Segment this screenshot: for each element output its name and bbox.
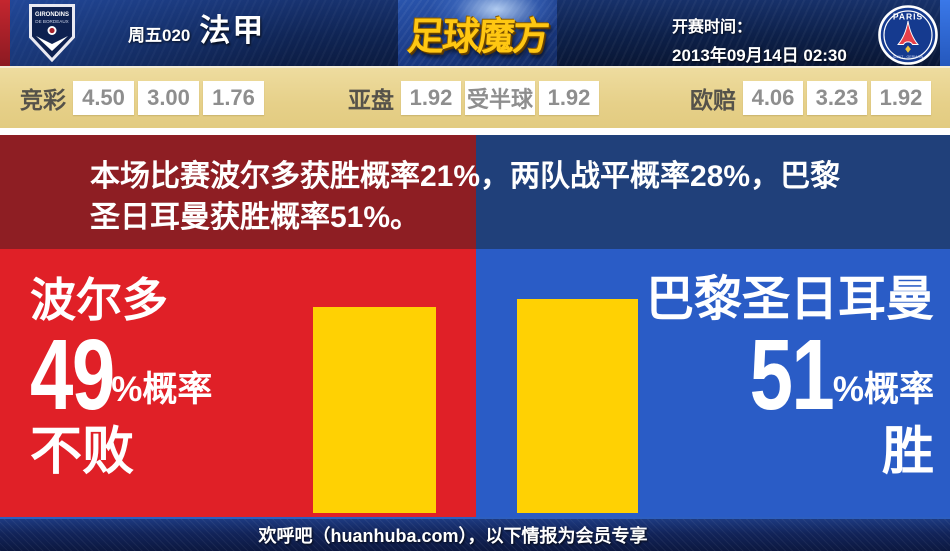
bordeaux-badge-subtext: DE BORDEAUX	[35, 19, 68, 24]
summary-band-blue-half	[476, 135, 950, 249]
away-probability-bar	[517, 299, 638, 513]
odds-label-european: 欧赔	[690, 87, 736, 113]
home-probability: 49 %概率	[30, 319, 213, 431]
header-right-blue-accent	[940, 0, 950, 66]
odds-value-box: 1.92	[401, 81, 461, 115]
away-probability: 51 %概率	[646, 319, 934, 431]
match-code: 周五020	[128, 26, 191, 45]
home-probability-suffix: %概率	[111, 370, 213, 409]
odds-value-box: 1.92	[871, 81, 931, 115]
psg-badge-icon: PARIS SAINT - GERMAIN	[877, 4, 939, 66]
psg-badge-subtext: SAINT - GERMAIN	[893, 55, 924, 59]
home-prediction-panel: 波尔多 49 %概率 不败	[0, 249, 476, 517]
bordeaux-badge-text: GIRONDINS	[35, 12, 69, 18]
odds-bar: 竞彩 4.50 3.00 1.76 亚盘 1.92 受半球 1.92 欧赔 4.…	[0, 68, 950, 128]
odds-handicap-box: 受半球	[465, 81, 535, 115]
home-outcome: 不败	[30, 423, 135, 481]
odds-group-european: 欧赔 4.06 3.23 1.92	[690, 81, 935, 115]
away-probability-suffix: %概率	[832, 370, 934, 409]
odds-value-box: 1.92	[539, 81, 599, 115]
bordeaux-badge-icon: GIRONDINS DE BORDEAUX	[28, 4, 76, 63]
away-prediction-panel: 巴黎圣日耳曼 51 %概率 胜	[476, 249, 950, 517]
home-probability-number: 49	[30, 319, 115, 431]
kickoff-label: 开赛时间：	[672, 19, 753, 36]
odds-label-asian-handicap: 亚盘	[348, 87, 394, 113]
summary-band-red-half	[0, 135, 476, 249]
home-prediction-text: 波尔多 49 %概率 不败	[30, 271, 212, 481]
header-left-red-accent	[0, 0, 10, 66]
divider	[0, 128, 950, 135]
away-probability-number: 51	[749, 319, 834, 431]
odds-value-box: 4.50	[73, 81, 134, 115]
odds-value-box: 3.23	[807, 81, 867, 115]
away-outcome: 胜	[881, 423, 934, 481]
summary-line-1: 本场比赛波尔多获胜概率21%，两队战平概率28%，巴黎	[90, 160, 841, 193]
home-probability-bar	[313, 307, 436, 513]
odds-value-box: 3.00	[138, 81, 199, 115]
probability-summary: 本场比赛波尔多获胜概率21%，两队战平概率28%，巴黎 圣日耳曼获胜概率51%。	[90, 156, 910, 238]
away-prediction-text: 巴黎圣日耳曼 51 %概率 胜	[646, 271, 934, 481]
footer: 欢呼吧（huanhuba.com），以下情报为会员专享	[0, 517, 950, 551]
prediction-area: 波尔多 49 %概率 不败 巴黎圣日耳曼 51 %概率 胜	[0, 249, 950, 517]
site-logo[interactable]: 足球魔方	[398, 0, 557, 66]
kickoff-info: 开赛时间： 2013年09月14日 02:30	[672, 13, 847, 66]
psg-badge-text: PARIS	[893, 12, 923, 22]
odds-label-sporttery: 竞彩	[20, 87, 66, 113]
site-logo-text: 足球魔方	[405, 15, 550, 58]
footer-promo-text[interactable]: 欢呼吧（huanhuba.com），以下情报为会员专享	[258, 526, 648, 546]
odds-group-asian-handicap: 亚盘 1.92 受半球 1.92	[348, 81, 603, 115]
home-team-name: 波尔多	[30, 274, 168, 326]
odds-value-box: 1.76	[203, 81, 264, 115]
odds-group-sporttery: 竞彩 4.50 3.00 1.76	[20, 81, 268, 115]
summary-line-2: 圣日耳曼获胜概率51%。	[90, 201, 421, 234]
league-name: 法甲	[199, 13, 266, 48]
header: GIRONDINS DE BORDEAUX 周五020 法甲 足球魔方 开赛时间：…	[0, 0, 950, 68]
match-info: 周五020 法甲	[128, 0, 265, 64]
summary-band: 本场比赛波尔多获胜概率21%，两队战平概率28%，巴黎 圣日耳曼获胜概率51%。	[0, 135, 950, 249]
away-team-name: 巴黎圣日耳曼	[645, 273, 934, 326]
odds-value-box: 4.06	[743, 81, 803, 115]
kickoff-time: 2013年09月14日 02:30	[672, 46, 847, 65]
